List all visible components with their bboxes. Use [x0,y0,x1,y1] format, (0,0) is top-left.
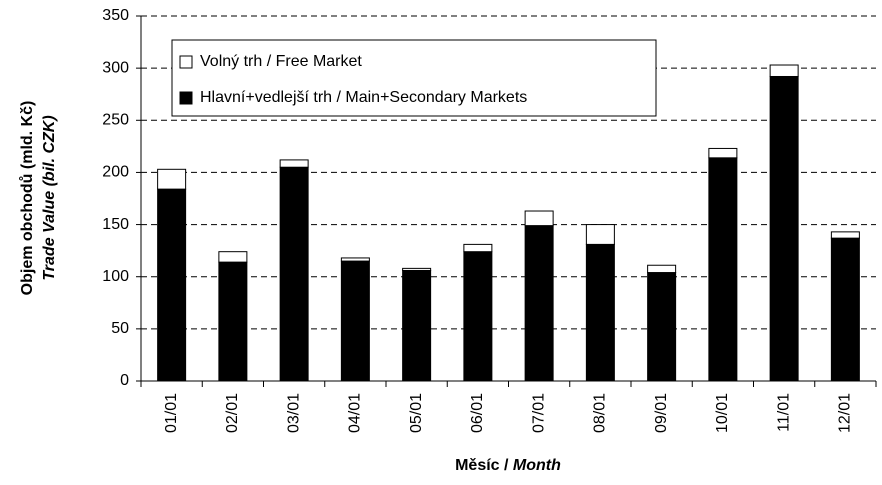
bar-segment [402,267,432,271]
bar-segment [279,159,309,168]
x-tick-label: 07/01 [530,393,547,433]
bar-segment [218,261,248,382]
bar-segment [463,243,493,253]
legend-swatch [179,91,193,105]
legend-swatch [179,55,193,69]
bar-segment [647,272,677,382]
x-tick-label: 11/01 [775,393,792,432]
y-tick-label: 0 [120,372,129,389]
bar-segment [830,237,860,382]
bar-segment [279,166,309,382]
bar-segment [708,157,738,382]
y-tick-label: 150 [102,216,129,233]
x-tick-label: 05/01 [408,393,425,433]
legend-label: Hlavní+vedlejší trh / Main+Secondary Mar… [200,89,527,106]
x-tick-label: 10/01 [714,393,731,433]
bar-segment [340,260,370,382]
y-tick-label: 50 [111,320,129,337]
bar-segment [463,251,493,382]
bar-segment [647,264,677,274]
bar-segment [157,188,187,382]
x-tick-label: 12/01 [837,393,854,433]
bar-segment [340,257,370,262]
bar-segment [524,210,554,227]
x-tick-label: 02/01 [224,393,241,433]
y-axis-title: Trade Value (bil. CZK) [41,115,58,280]
bar-segment [585,243,615,382]
x-tick-label: 04/01 [347,393,364,433]
x-tick-label: 03/01 [285,393,302,433]
x-axis-title-part: Měsíc / [455,457,513,474]
bar-segment [708,147,738,159]
y-tick-label: 300 [102,59,129,76]
y-tick-label: 200 [102,164,129,181]
bar-segment [769,64,799,77]
bar-segment [157,168,187,190]
x-tick-label: 08/01 [592,393,609,433]
x-tick-label: 09/01 [653,393,670,433]
y-axis-title: Objem obchodů (mld. Kč) [19,101,36,296]
bar-segment [402,269,432,382]
bar-segment [585,224,615,245]
bar-segment [524,225,554,382]
y-tick-label: 100 [102,268,129,285]
legend-box [171,39,657,117]
y-tick-label: 250 [102,112,129,129]
y-tick-label: 350 [102,7,129,24]
legend-label: Volný trh / Free Market [200,53,362,70]
bar-segment [769,75,799,382]
x-tick-label: 06/01 [469,393,486,433]
x-tick-label: 01/01 [163,393,180,433]
bar-segment [218,251,248,263]
x-axis-title: Měsíc / Month [455,457,561,474]
bar-segment [830,231,860,239]
x-axis-title-part: Month [513,457,561,474]
